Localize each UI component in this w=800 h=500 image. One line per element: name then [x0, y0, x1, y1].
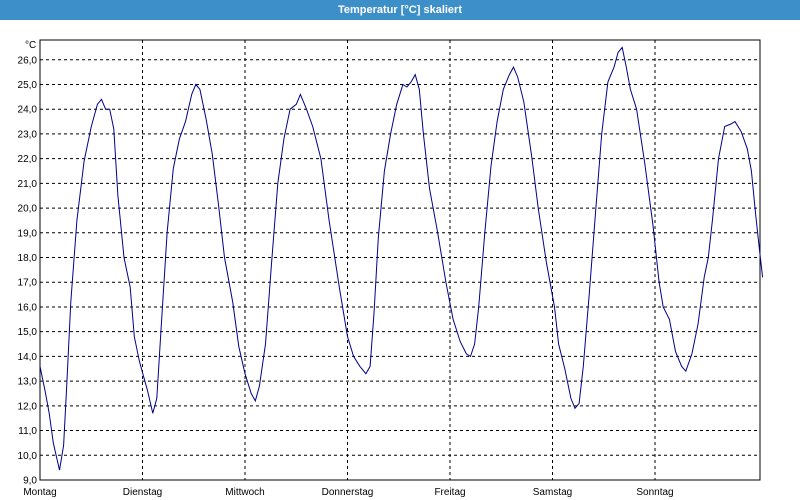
temperature-series-line — [39, 46, 764, 471]
y-tick-label: 12,0 — [18, 401, 38, 412]
x-tick-day: Dienstag — [123, 487, 162, 498]
x-tick-day: Sonntag — [636, 487, 673, 498]
grid-vertical — [142, 40, 656, 480]
y-tick-label: 14,0 — [18, 352, 38, 363]
y-tick-label: 13,0 — [18, 377, 38, 388]
y-tick-label: 16,0 — [18, 302, 38, 313]
y-tick-label: 9,0 — [23, 476, 37, 487]
grid-horizontal — [40, 59, 760, 481]
x-tick-labels: Montag21.05.18Dienstag22.05.18Mittwoch23… — [23, 487, 673, 498]
y-tick-label: 19,0 — [18, 228, 38, 239]
y-tick-label: 20,0 — [18, 204, 38, 215]
y-tick-label: 17,0 — [18, 278, 38, 289]
x-tick-day: Mittwoch — [225, 487, 264, 498]
y-tick-labels: 9,0 10,0 11,0 12,0 13,0 14,0 15,0 16,0 17,0 18,0 1… — [18, 55, 38, 486]
y-tick-label: 26,0 — [18, 55, 38, 66]
y-tick-label: 18,0 — [18, 253, 38, 264]
y-tick-label: 24,0 — [18, 105, 38, 116]
y-tick-label: 22,0 — [18, 154, 38, 165]
x-tick-day: Montag — [23, 487, 56, 498]
x-tick-day: Donnerstag — [322, 487, 374, 498]
y-tick-label: 25,0 — [18, 80, 38, 91]
y-tick-label: 23,0 — [18, 129, 38, 140]
y-tick-label: 15,0 — [18, 327, 38, 338]
plot-border — [39, 39, 761, 481]
y-axis-unit: °C — [25, 40, 36, 51]
y-tick-label: 11,0 — [18, 426, 37, 437]
temperature-chart: 9,0 10,0 11,0 12,0 13,0 14,0 15,0 16,0 17,0 18,0 1… — [18, 39, 764, 498]
y-tick-label: 21,0 — [18, 179, 38, 190]
window-title: Temperatur [°C] skaliert — [0, 0, 800, 20]
x-tick-day: Samstag — [533, 487, 572, 498]
y-tick-label: 10,0 — [18, 451, 38, 462]
x-tick-day: Freitag — [434, 487, 465, 498]
